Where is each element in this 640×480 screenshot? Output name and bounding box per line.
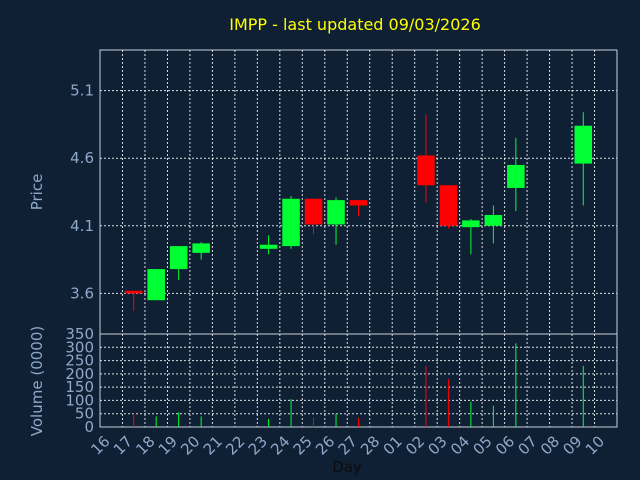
volume-tick-label: 300 — [65, 338, 94, 356]
price-tick-label: 4.6 — [70, 149, 94, 167]
candle-body — [124, 290, 143, 294]
price-tick-label: 4.1 — [70, 217, 94, 235]
candle-body — [259, 244, 278, 249]
volume-tick-label: 350 — [65, 325, 94, 343]
candle-body — [147, 269, 165, 301]
candle-body — [507, 164, 525, 188]
volume-tick-label: 250 — [65, 352, 94, 370]
candles — [124, 112, 593, 312]
volume-tick-label: 50 — [75, 405, 94, 423]
candle-body — [574, 125, 593, 164]
price-tick-label: 3.6 — [70, 284, 94, 302]
volume-tick-label: 0 — [84, 418, 94, 436]
candle-body — [192, 243, 210, 253]
volume-bars — [133, 343, 584, 427]
price-grid — [99, 49, 618, 335]
x-axis-label: Day — [332, 458, 362, 476]
candle-body — [484, 214, 503, 226]
candle-body — [304, 198, 323, 225]
volume-tick-label: 150 — [65, 378, 94, 396]
candle-body — [282, 198, 300, 247]
candle-body — [417, 155, 435, 186]
volume-tick-label: 200 — [65, 365, 94, 383]
x-tick-labels: 1617181920212223242526272801020304050607… — [87, 432, 608, 458]
candle-body — [462, 220, 480, 228]
candle-body — [327, 200, 345, 225]
candle-body — [349, 200, 368, 206]
price-tick-label: 5.1 — [70, 82, 94, 100]
volume-tick-label: 100 — [65, 391, 94, 409]
chart-title: IMPP - last updated 09/03/2026 — [229, 15, 481, 34]
price-tick-labels: 3.6 4.1 4.6 5.1 — [70, 82, 94, 303]
volume-axis-label: Volume (0000) — [28, 326, 46, 436]
candle-body — [169, 246, 188, 270]
price-axis-label: Price — [28, 174, 46, 211]
candle-body — [439, 185, 458, 226]
